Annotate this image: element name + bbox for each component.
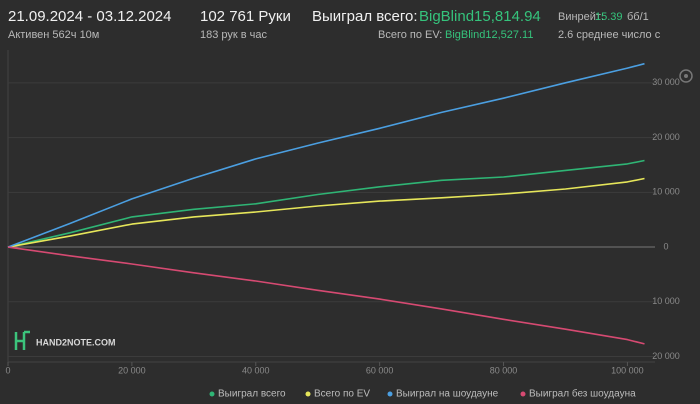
series-line xyxy=(7,246,645,345)
series-line xyxy=(7,62,645,248)
series-line xyxy=(7,159,645,248)
settings-icon[interactable] xyxy=(679,69,693,83)
legend-marker xyxy=(209,391,215,397)
legend-label[interactable]: Всего по EV xyxy=(314,389,370,400)
ev-label: Всего по EV: xyxy=(378,29,442,41)
ev-value: BigBlind12,527.11 xyxy=(445,29,533,41)
x-tick-label: 80 000 xyxy=(490,365,518,375)
series-line xyxy=(7,177,645,248)
y-tick-label: 20 000 xyxy=(652,351,680,361)
x-tick-label: 20 000 xyxy=(118,365,146,375)
x-tick-label: 60 000 xyxy=(366,365,394,375)
x-tick-label: 100 000 xyxy=(611,365,644,375)
y-tick-label: 30 000 xyxy=(652,77,680,87)
winrate-unit: бб/1 xyxy=(627,11,649,23)
legend-label[interactable]: Выиграл без шоудауна xyxy=(529,388,636,400)
legend-label[interactable]: Выиграл на шоудауне xyxy=(396,389,499,400)
period: 21.09.2024 - 03.12.2024 xyxy=(8,8,171,25)
logo-text: HAND2NOTE.COM xyxy=(36,337,116,347)
legend-marker xyxy=(387,391,393,397)
winrate-value: 15.39 xyxy=(595,11,623,23)
y-tick-label: 0 xyxy=(663,241,668,251)
avg-text: 2.6 среднее число с xyxy=(558,29,661,41)
legend: Выиграл всего Всего по EV Выиграл на шоуда… xyxy=(209,388,636,400)
x-tick-label: 40 000 xyxy=(242,365,270,375)
y-tick-label: 10 000 xyxy=(652,187,680,197)
y-tick-label: 10 000 xyxy=(652,296,680,306)
legend-marker xyxy=(305,391,311,397)
winrate-label: Винрейт: xyxy=(558,11,604,23)
y-tick-label: 20 000 xyxy=(652,132,680,142)
legend-label[interactable]: Выиграл всего xyxy=(218,389,286,400)
hands-per-hour: 183 рук в час xyxy=(200,29,268,41)
active-time: Активен 562ч 10м xyxy=(8,29,99,41)
logo: HAND2NOTE.COM xyxy=(14,330,116,350)
hands: 102 761 Руки xyxy=(200,8,291,25)
won-value: BigBlind15,814.94 xyxy=(419,8,541,25)
legend-marker xyxy=(520,391,526,397)
won-label: Выиграл всего: xyxy=(312,8,418,25)
x-tick-label: 0 xyxy=(5,365,10,375)
plot: 20 000 10 000 0 10 000 20 000 30 000 0 20 000 40… xyxy=(5,62,680,375)
